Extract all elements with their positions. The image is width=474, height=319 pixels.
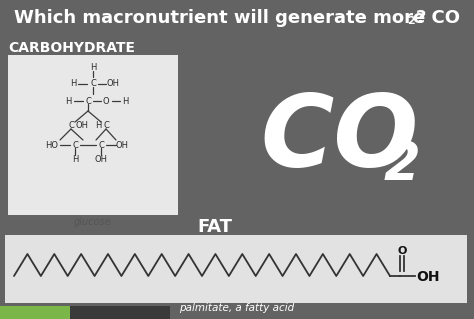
Text: HO: HO	[46, 140, 58, 150]
Text: O: O	[397, 246, 407, 256]
Text: OH: OH	[94, 155, 108, 165]
Text: 2: 2	[383, 139, 420, 191]
Text: H: H	[65, 97, 71, 106]
Text: OH: OH	[416, 270, 440, 284]
Text: CO: CO	[261, 92, 419, 189]
Text: 2: 2	[407, 16, 415, 26]
Text: C: C	[85, 97, 91, 106]
Text: H: H	[90, 63, 96, 72]
Text: glucose: glucose	[74, 217, 112, 227]
Text: OH: OH	[107, 79, 119, 88]
Text: C: C	[103, 122, 109, 130]
Text: CARBOHYDRATE: CARBOHYDRATE	[8, 41, 135, 55]
Text: O: O	[103, 97, 109, 106]
Text: H: H	[95, 122, 101, 130]
Bar	[0, 306, 70, 319]
Text: palmitate, a fatty acid: palmitate, a fatty acid	[179, 303, 295, 313]
Bar	[70, 306, 170, 319]
Text: ?: ?	[416, 9, 427, 27]
Bar	[5, 235, 467, 303]
Bar	[8, 55, 178, 215]
Text: H: H	[122, 97, 128, 106]
Text: OH: OH	[75, 122, 89, 130]
Text: H: H	[70, 79, 76, 88]
Text: Which macronutrient will generate more CO: Which macronutrient will generate more C…	[14, 9, 460, 27]
Text: C: C	[90, 79, 96, 88]
Text: C: C	[68, 122, 74, 130]
Text: C: C	[98, 140, 104, 150]
Text: OH: OH	[116, 140, 128, 150]
Text: FAT: FAT	[198, 218, 233, 236]
Text: C: C	[72, 140, 78, 150]
Text: H: H	[72, 155, 78, 165]
